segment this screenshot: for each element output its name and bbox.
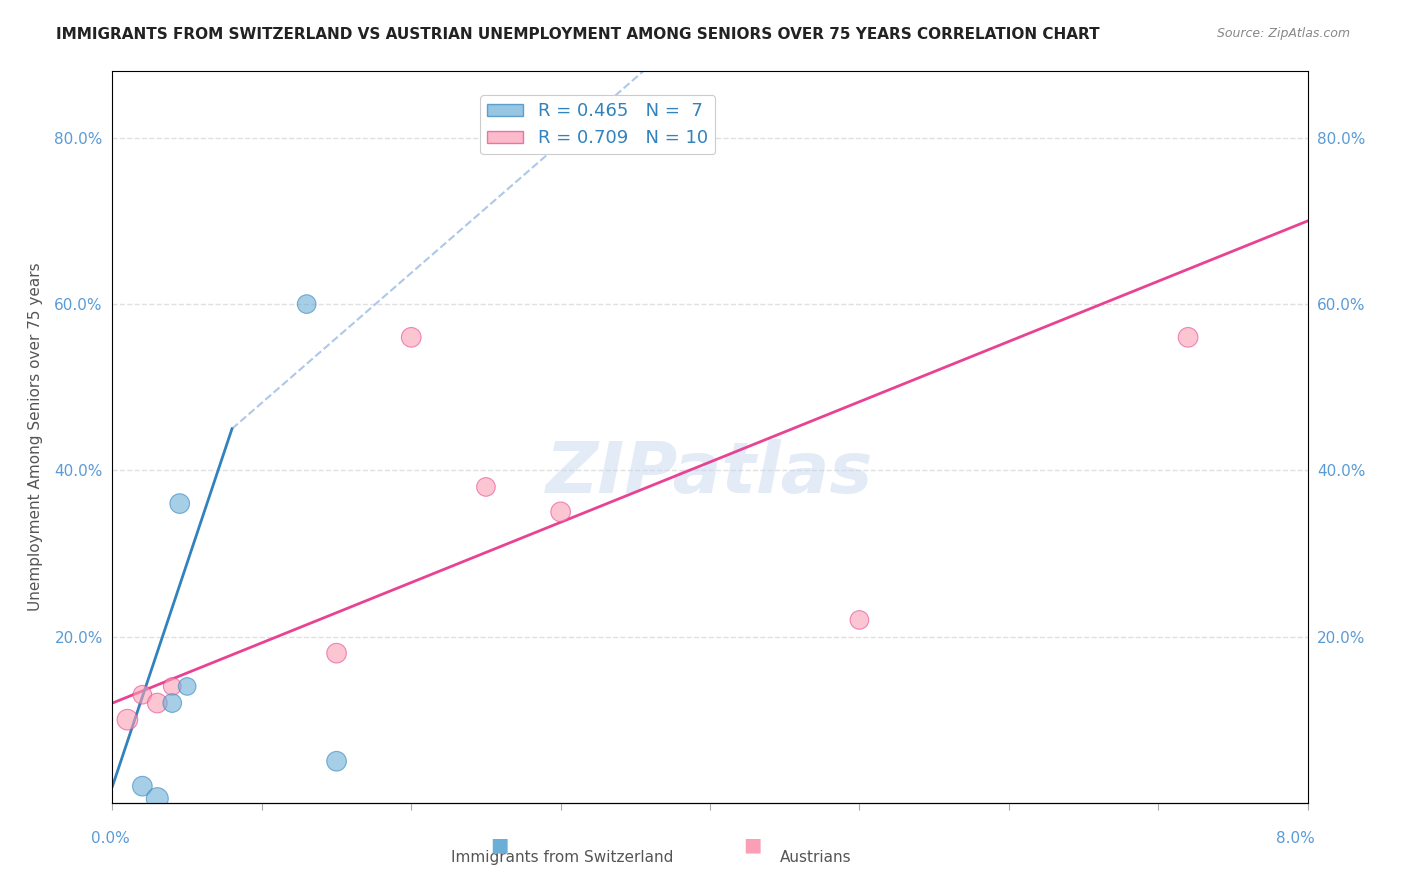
Text: Source: ZipAtlas.com: Source: ZipAtlas.com bbox=[1216, 27, 1350, 40]
Point bbox=[1177, 330, 1199, 344]
Point bbox=[401, 330, 423, 344]
Point bbox=[169, 497, 191, 511]
Point bbox=[146, 696, 169, 710]
Point bbox=[131, 779, 153, 793]
Text: 0.0%: 0.0% bbox=[91, 831, 131, 846]
Text: ■: ■ bbox=[489, 836, 509, 855]
Text: IMMIGRANTS FROM SWITZERLAND VS AUSTRIAN UNEMPLOYMENT AMONG SENIORS OVER 75 YEARS: IMMIGRANTS FROM SWITZERLAND VS AUSTRIAN … bbox=[56, 27, 1099, 42]
Text: ZIPatlas: ZIPatlas bbox=[547, 439, 873, 508]
Point bbox=[162, 696, 183, 710]
Point bbox=[146, 791, 169, 805]
Point bbox=[131, 688, 153, 702]
Point bbox=[176, 680, 198, 694]
Point bbox=[325, 754, 347, 768]
Point bbox=[117, 713, 139, 727]
Text: ■: ■ bbox=[742, 836, 762, 855]
Y-axis label: Unemployment Among Seniors over 75 years: Unemployment Among Seniors over 75 years bbox=[28, 263, 44, 611]
Point bbox=[325, 646, 347, 660]
Legend: R = 0.465   N =  7, R = 0.709   N = 10: R = 0.465 N = 7, R = 0.709 N = 10 bbox=[479, 95, 716, 154]
Point bbox=[162, 680, 183, 694]
Point bbox=[550, 505, 572, 519]
Point bbox=[475, 480, 498, 494]
Text: 8.0%: 8.0% bbox=[1275, 831, 1315, 846]
Text: Immigrants from Switzerland: Immigrants from Switzerland bbox=[451, 850, 673, 865]
Point bbox=[848, 613, 870, 627]
Text: Austrians: Austrians bbox=[780, 850, 851, 865]
Point bbox=[295, 297, 318, 311]
